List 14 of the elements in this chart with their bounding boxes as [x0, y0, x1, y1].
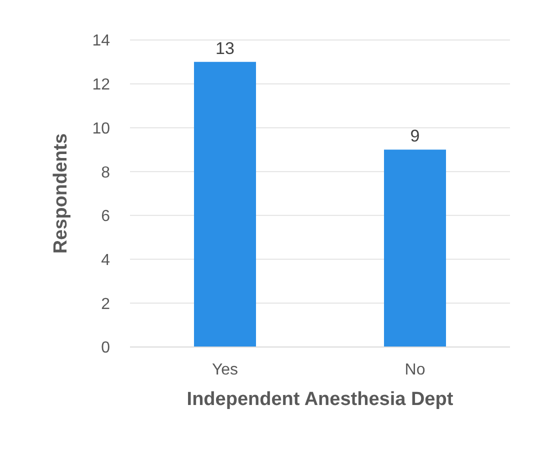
y-tick-label: 0 — [101, 340, 110, 357]
x-axis-title: Independent Anesthesia Dept — [186, 389, 454, 410]
y-tick-label: 2 — [101, 296, 110, 313]
y-axis-title: Respondents — [50, 133, 72, 254]
y-tick-label: 8 — [101, 164, 110, 182]
data-label: 9 — [410, 126, 420, 146]
y-tick-label: 10 — [92, 120, 110, 138]
x-tick-label: No — [404, 361, 426, 378]
y-tick-label: 14 — [92, 32, 110, 50]
y-tick-label: 12 — [92, 76, 110, 94]
y-tick-label: 4 — [101, 252, 110, 269]
y-tick-label: 6 — [101, 208, 110, 226]
x-tick-label: Yes — [212, 361, 238, 378]
data-label: 13 — [216, 38, 234, 58]
